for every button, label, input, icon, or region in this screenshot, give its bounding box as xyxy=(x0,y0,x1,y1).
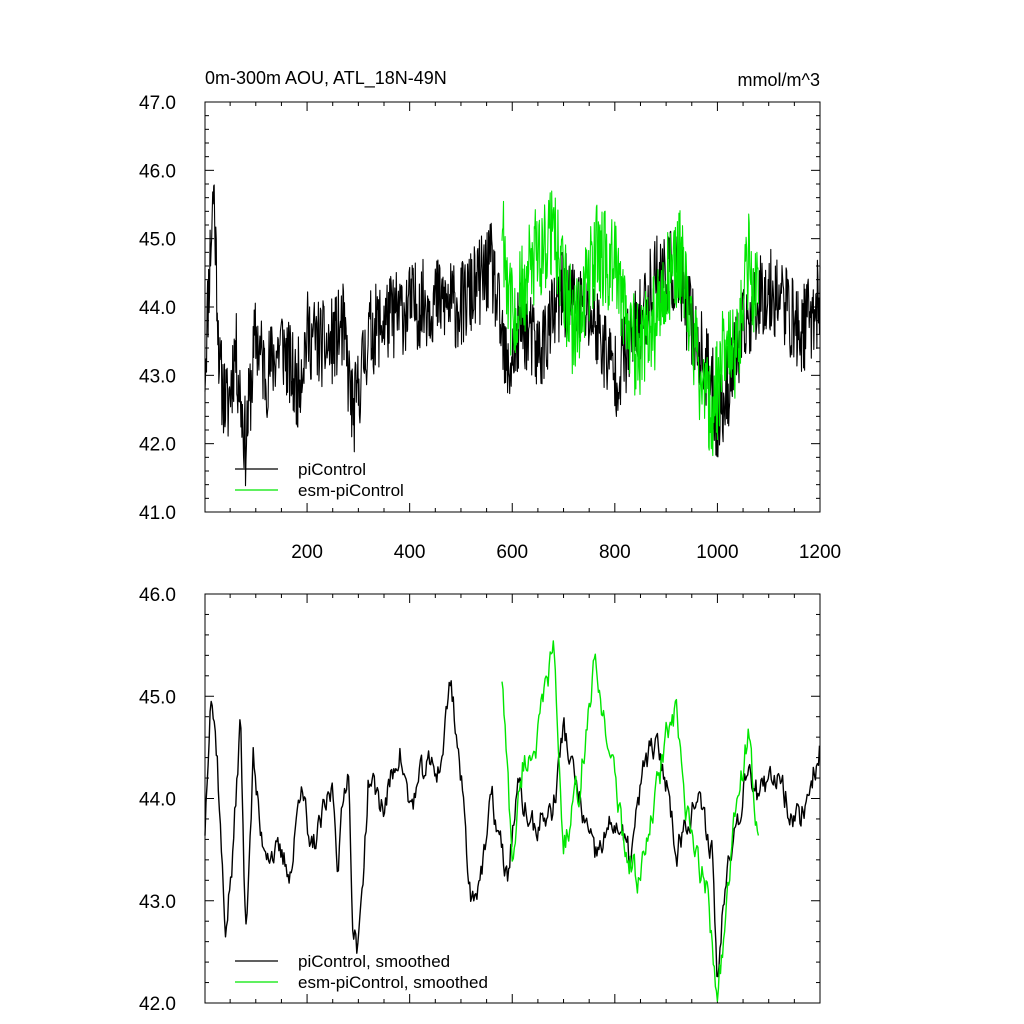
top-x-tick-label: 400 xyxy=(394,542,426,563)
top-x-tick-label: 800 xyxy=(599,542,631,563)
chart-title: 0m-300m AOU, ATL_18N-49N xyxy=(205,68,447,89)
bottom-legend: piControl, smoothed esm-piControl, smoot… xyxy=(235,952,488,992)
top-series-esm-picontrol xyxy=(501,190,759,457)
top-y-tick-label: 42.0 xyxy=(139,435,176,456)
bottom-y-tick-label: 46.0 xyxy=(139,585,176,606)
bottom-y-tick-label: 42.0 xyxy=(139,994,176,1015)
top-x-tick-label: 1000 xyxy=(696,542,738,563)
bottom-axis-ticks xyxy=(205,593,821,1004)
top-plot-frame xyxy=(204,101,821,513)
top-y-tick-label: 45.0 xyxy=(139,230,176,251)
bottom-series-picontrol-smoothed xyxy=(204,680,821,978)
bottom-y-tick-label: 44.0 xyxy=(139,790,176,811)
top-y-tick-labels: 41.0 42.0 43.0 44.0 45.0 46.0 47.0 xyxy=(139,93,176,524)
top-x-tick-labels: 200 400 600 800 1000 1200 xyxy=(291,542,841,563)
top-x-tick-label: 200 xyxy=(291,542,323,563)
units-label: mmol/m^3 xyxy=(738,70,820,90)
top-y-tick-label: 47.0 xyxy=(139,93,176,114)
top-legend: piControl esm-piControl xyxy=(235,460,404,500)
legend-label-picontrol: piControl xyxy=(298,460,366,479)
top-y-tick-label: 44.0 xyxy=(139,298,176,319)
top-y-tick-label: 41.0 xyxy=(139,503,176,524)
bottom-plot-frame xyxy=(204,593,821,1004)
legend-label-esm-picontrol-smoothed: esm-piControl, smoothed xyxy=(298,973,488,992)
top-panel: 41.0 42.0 43.0 44.0 45.0 46.0 47.0 200 400 600 80… xyxy=(139,93,841,563)
top-y-tick-label: 43.0 xyxy=(139,366,176,387)
top-x-tick-label: 1200 xyxy=(799,542,841,563)
legend-label-esm-picontrol: esm-piControl xyxy=(298,481,404,500)
top-x-tick-label: 600 xyxy=(496,542,528,563)
bottom-series-esm-picontrol-smoothed xyxy=(501,640,760,1002)
top-series-group xyxy=(204,184,821,487)
legend-label-picontrol-smoothed: piControl, smoothed xyxy=(298,952,450,971)
bottom-y-tick-label: 43.0 xyxy=(139,892,176,913)
bottom-y-tick-label: 45.0 xyxy=(139,687,176,708)
bottom-panel: 42.0 43.0 44.0 45.0 46.0 piControl, smoothed… xyxy=(139,585,821,1015)
bottom-series-group xyxy=(204,640,821,1002)
top-y-tick-label: 46.0 xyxy=(139,161,176,182)
bottom-y-tick-labels: 42.0 43.0 44.0 45.0 46.0 xyxy=(139,585,176,1015)
